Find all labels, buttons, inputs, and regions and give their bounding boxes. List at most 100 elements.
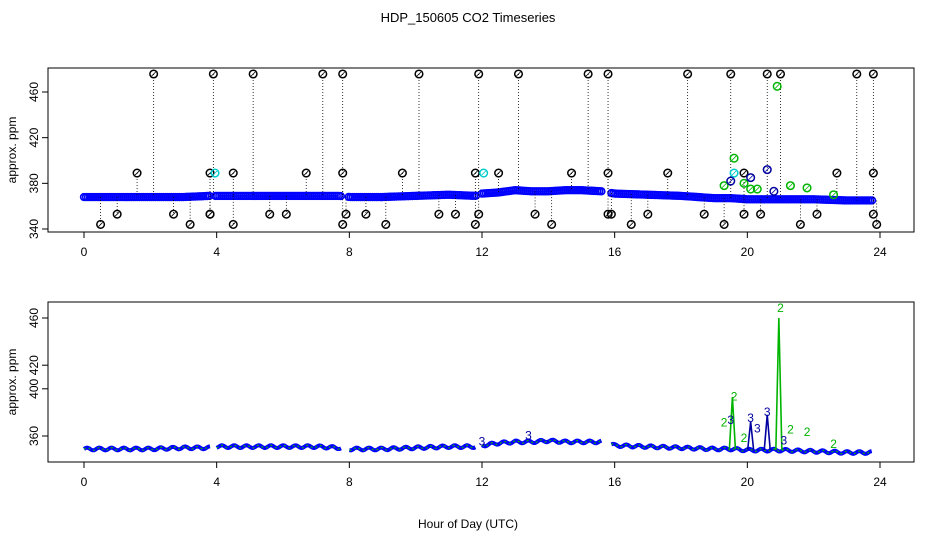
top-x-tick-label: 12 [475,245,489,259]
top-green-point [729,153,739,163]
bottom-label-2: 2 [787,423,794,437]
top-low-point [338,219,348,229]
bottom-label-3: 3 [747,411,754,425]
top-low-point [699,209,709,219]
bottom-x-tick-label: 0 [81,475,88,489]
bottom-peak [775,317,783,451]
top-spike-high-point [149,69,159,79]
top-darkblue-point [762,165,772,175]
top-mid-point [301,168,311,178]
bottom-label-3: 3 [525,429,532,443]
top-mid-point-slash [134,170,140,176]
top-low-point-slash [609,211,614,217]
bottom-x-tick-label: 12 [475,475,489,489]
top-mid-point-slash [569,170,574,176]
chart-title: HDP_150605 CO2 Timeseries [381,10,556,25]
top-low-point-slash [798,222,803,227]
top-low-point [470,219,480,229]
top-low-point-slash [532,211,538,217]
top-low-point-slash [453,211,458,217]
top-mid-point [205,168,215,178]
top-green-point [802,183,812,193]
top-low-point [530,209,540,219]
top-cyan-point-slash [212,170,218,176]
top-low-point [719,219,729,229]
top-mid-point [494,168,504,178]
top-mid-point [132,168,142,178]
top-darkblue-point [769,186,779,196]
top-low-point [474,209,484,219]
top-darkblue-point-slash [748,175,753,180]
top-green-point-slash [741,181,747,186]
top-x-tick-label: 20 [741,245,755,259]
top-panel: 0 4 8 12 16 20 24 340 380 420 460 approx. ppm [5,67,915,259]
top-spike-high-point-slash [605,71,611,77]
top-mid-point [868,168,878,178]
bottom-x-tick-label: 4 [213,475,220,489]
top-low-point [112,209,122,219]
top-low-point [265,209,275,219]
top-low-point-slash [207,211,213,217]
top-panel-marks [79,69,882,229]
top-low-point-slash [476,211,481,217]
top-x-tick-label: 0 [81,245,88,259]
top-cyan-point [210,168,220,178]
top-mid-point [567,168,577,178]
top-spike-high-point-slash [854,71,860,77]
bottom-series-overlay [481,439,602,448]
top-low-point-slash [340,222,345,227]
top-mid-point [663,168,673,178]
top-spike-high-point-slash [685,71,690,77]
top-mid-point-slash [741,170,747,176]
bottom-x-tick-label: 8 [346,475,353,489]
top-green-point [739,178,749,188]
top-low-point-slash [758,211,763,217]
top-y-tick-label: 460 [27,82,41,102]
top-green-point-slash [731,155,737,161]
top-mid-point-slash [473,170,478,176]
top-mid-point-slash [605,170,611,176]
top-green-point [746,184,756,194]
top-green-point-slash [774,84,780,89]
bottom-x-tick-label: 16 [608,475,622,489]
top-spike-high-point [513,69,524,79]
top-darkblue-point [726,176,736,186]
top-low-point-slash [230,222,236,227]
top-spike-high-point [248,69,258,79]
top-y-tick-label: 420 [27,127,41,147]
top-spike-high-point [726,69,736,79]
top-x-tick-label: 4 [213,245,220,259]
top-baseline-point [336,191,345,201]
top-darkblue-point-slash [728,178,734,184]
x-axis-label: Hour of Day (UTC) [418,517,518,531]
bottom-series-overlay [611,443,872,455]
top-cyan-point [479,168,489,178]
top-spike-high-point-slash [778,71,783,77]
bottom-y-axis-label: approx. ppm [5,349,19,416]
top-low-point [547,219,557,229]
top-low-point-slash [701,211,707,217]
top-low-point [185,219,195,229]
top-low-point [169,209,179,219]
top-darkblue-point-slash [771,189,777,194]
top-low-point [868,209,878,219]
top-spike-high-point [852,69,862,79]
top-green-point [785,181,796,191]
top-baseline-point [597,187,606,196]
top-low-point-slash [814,211,820,217]
top-spike-high-point-slash [211,71,216,77]
bottom-label-3: 3 [754,421,761,435]
top-green-point [772,81,782,91]
top-low-point [872,219,882,229]
top-low-point-slash [473,222,478,227]
top-cyan-point-slash [481,170,486,176]
top-low-point-slash [436,211,442,217]
top-low-point [228,219,238,229]
top-baseline-point [205,191,214,201]
top-spike-high-point-slash [250,71,256,77]
top-spike-high-point-slash [585,71,591,77]
bottom-peak [728,397,737,450]
top-green-point-slash [755,186,760,192]
